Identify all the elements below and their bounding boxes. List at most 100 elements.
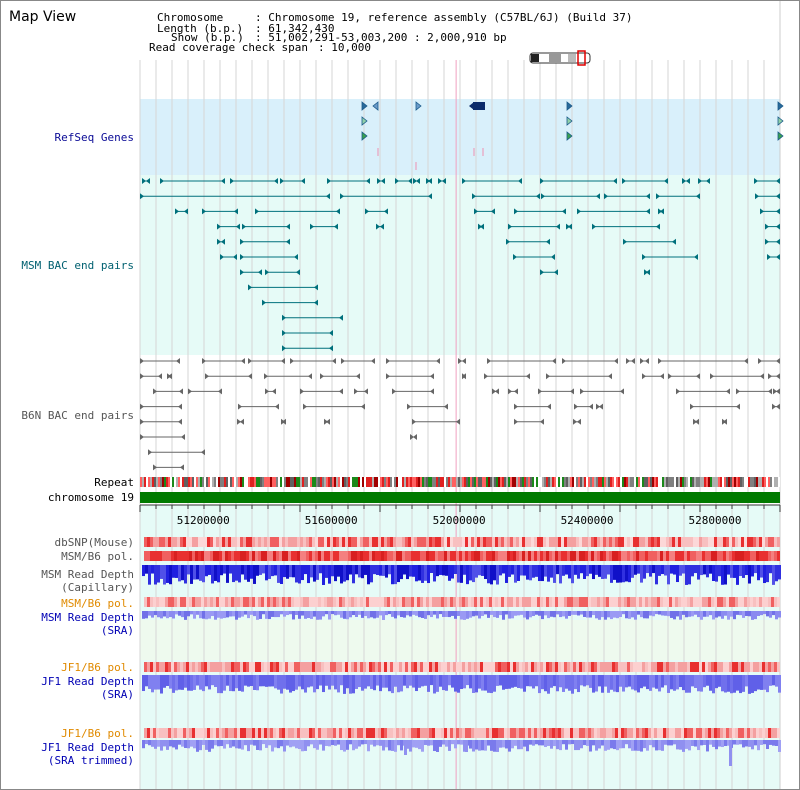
jf1-depth-sra-bar: [502, 675, 505, 690]
msm-b6-pol-cell: [255, 551, 258, 561]
dbsnp-cell: [249, 537, 252, 547]
refseq-gene-feature[interactable]: [361, 116, 368, 126]
msm-b6-pol-cell: [555, 597, 558, 607]
msm-b6-pol-cell: [312, 597, 315, 607]
jf1-b6-pol-cell: [594, 662, 597, 672]
msm-depth-capillary-bar: [658, 565, 661, 576]
b6n-bac-end-marker: [570, 388, 574, 395]
track-label-msm-b6-pol-2[interactable]: MSM/B6 pol.: [61, 597, 134, 610]
refseq-gene-feature[interactable]: [361, 101, 368, 111]
msm-b6-pol-cell: [279, 551, 282, 561]
jf1-depth-trimmed-bar: [769, 740, 772, 745]
track-label-msm-b6-pol-1[interactable]: MSM/B6 pol.: [61, 550, 134, 563]
msm-depth-sra-bar: [397, 611, 400, 616]
msm-depth-capillary-bar: [331, 565, 334, 577]
dbsnp-cell: [384, 537, 387, 547]
msm-depth-sra-bar: [778, 611, 781, 618]
jf1-b6-pol-cell: [456, 728, 459, 738]
refseq-gene-feature[interactable]: [415, 101, 422, 111]
track-label-jf1-depth-sra[interactable]: JF1 Read Depth: [41, 675, 134, 688]
jf1-depth-trimmed-bar: [325, 740, 328, 746]
track-label-jf1-b6-pol-2[interactable]: JF1/B6 pol.: [61, 727, 134, 740]
msm-depth-capillary-bar: [256, 565, 259, 576]
track-label-chromosome[interactable]: chromosome 19: [47, 491, 134, 504]
refseq-gene-feature[interactable]: [566, 116, 573, 126]
msm-b6-pol-cell: [243, 551, 246, 561]
refseq-gene-feature[interactable]: [566, 101, 573, 111]
jf1-depth-trimmed-bar: [505, 740, 508, 749]
msm-b6-pol-cell: [441, 551, 444, 561]
jf1-depth-trimmed-bar: [151, 740, 154, 747]
repeat-element: [582, 477, 584, 487]
refseq-gene-feature[interactable]: [469, 102, 474, 110]
msm-depth-sra-bar: [169, 611, 172, 618]
refseq-gene-feature[interactable]: [566, 131, 573, 141]
track-label-jf1-b6-pol-1[interactable]: JF1/B6 pol.: [61, 661, 134, 674]
msm-depth-sra-bar: [229, 611, 232, 617]
msm-b6-pol-cell: [720, 597, 723, 607]
track-label-msm-depth-sra[interactable]: MSM Read Depth: [41, 611, 134, 624]
refseq-gene-feature[interactable]: [777, 131, 784, 141]
repeat-element: [614, 477, 616, 487]
dbsnp-cell: [144, 537, 147, 547]
msm-depth-capillary-bar: [670, 565, 673, 574]
track-label-msm-bac[interactable]: MSM BAC end pairs: [21, 259, 134, 272]
jf1-b6-pol-cell: [492, 728, 495, 738]
refseq-gene-feature[interactable]: [777, 116, 784, 126]
repeat-element: [340, 477, 342, 487]
jf1-b6-pol-cell: [189, 728, 192, 738]
msm-depth-capillary-bar: [187, 565, 190, 575]
msm-b6-pol-cell: [726, 551, 729, 561]
dbsnp-cell: [390, 537, 393, 547]
track-label-refseq-genes[interactable]: RefSeq Genes: [54, 131, 134, 144]
track-label-jf1-depth-trimmed[interactable]: JF1 Read Depth: [41, 741, 134, 754]
jf1-depth-sra-bar: [343, 675, 346, 694]
jf1-depth-trimmed-bar: [238, 740, 241, 749]
repeat-element: [706, 477, 708, 487]
jf1-b6-pol-cell: [738, 662, 741, 672]
dbsnp-cell: [438, 537, 441, 547]
repeat-element: [724, 477, 726, 487]
repeat-element: [216, 477, 218, 487]
jf1-b6-pol-cell: [318, 662, 321, 672]
jf1-depth-sra-bar: [703, 675, 706, 688]
msm-depth-capillary-bar: [460, 565, 463, 583]
msm-b6-pol-cell: [654, 551, 657, 561]
msm-b6-pol-cell: [192, 551, 195, 561]
jf1-b6-pol-cell: [162, 662, 165, 672]
msm-depth-sra-bar: [379, 611, 382, 616]
dbsnp-cell: [600, 537, 603, 547]
jf1-b6-pol-cell: [339, 728, 342, 738]
dbsnp-cell: [558, 537, 561, 547]
jf1-b6-pol-cell: [669, 662, 672, 672]
msm-depth-sra-bar: [286, 611, 289, 616]
repeat-element: [386, 477, 388, 487]
b6n-bac-end-marker: [487, 358, 491, 364]
refseq-gene-feature[interactable]: [372, 101, 379, 111]
track-label-b6n-bac[interactable]: B6N BAC end pairs: [21, 409, 134, 422]
msm-depth-capillary-bar: [157, 565, 160, 583]
msm-depth-sra-bar: [733, 611, 736, 620]
msm-depth-capillary-bar: [730, 565, 733, 578]
refseq-gene-feature[interactable]: [777, 101, 784, 111]
repeat-element: [728, 477, 730, 487]
msm-depth-sra-bar: [340, 611, 343, 618]
jf1-depth-sra-bar: [547, 675, 550, 694]
msm-bac-end-marker: [540, 269, 544, 276]
msm-depth-capillary-bar: [334, 565, 337, 582]
repeat-element: [476, 477, 478, 487]
msm-depth-capillary-bar: [391, 565, 394, 585]
chromosome-bar[interactable]: [140, 492, 780, 503]
track-label-repeat[interactable]: Repeat: [94, 476, 134, 489]
b6n-bac-end-marker: [153, 464, 157, 471]
refseq-gene-feature[interactable]: [361, 131, 368, 141]
b6n-bac-end-marker: [140, 434, 144, 440]
repeat-element: [566, 477, 568, 487]
repeat-element: [436, 477, 438, 487]
msm-b6-pol-cell: [267, 597, 270, 607]
refseq-gene-feature[interactable]: [473, 102, 485, 110]
dbsnp-cell: [282, 537, 285, 547]
track-label-dbsnp[interactable]: dbSNP(Mouse): [54, 536, 134, 549]
jf1-depth-trimmed-bar: [484, 740, 487, 751]
track-label-msm-depth-capillary[interactable]: MSM Read Depth: [41, 568, 134, 581]
